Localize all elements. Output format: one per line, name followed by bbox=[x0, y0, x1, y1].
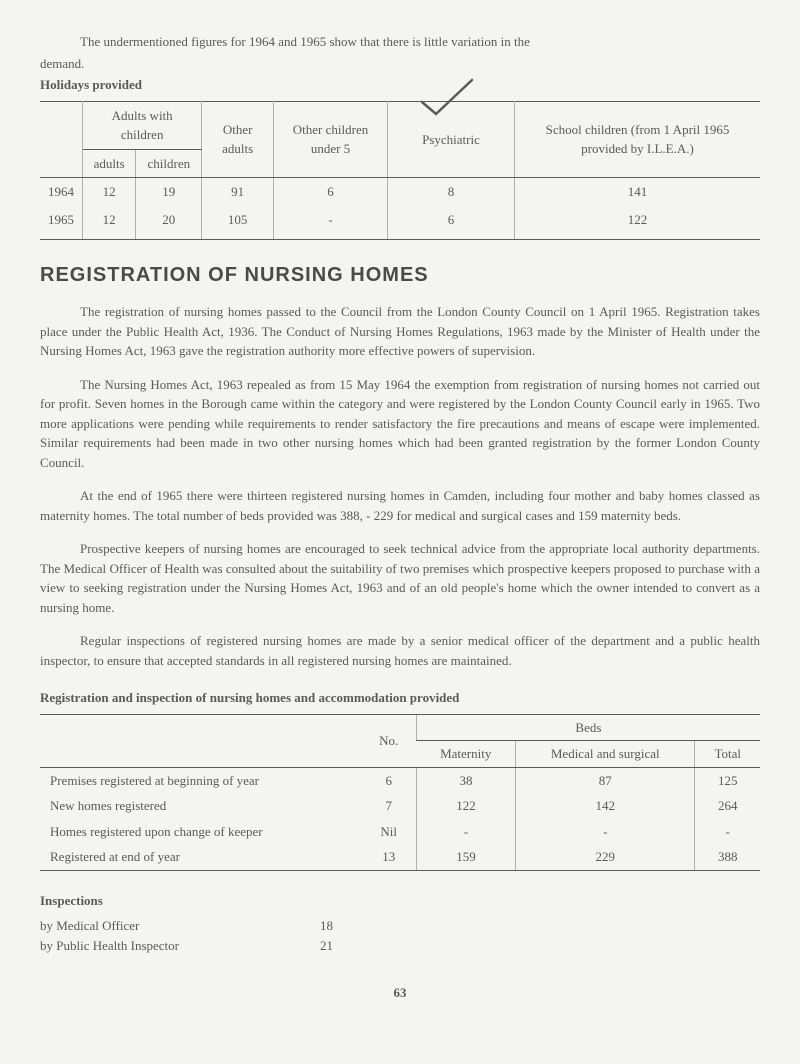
page-number: 63 bbox=[40, 983, 760, 1003]
table-row: Registered at end of year 13 159 229 388 bbox=[40, 844, 760, 870]
cell-total: - bbox=[695, 819, 760, 845]
para: The registration of nursing homes passed… bbox=[40, 302, 760, 361]
inspections-title: Inspections bbox=[40, 891, 760, 911]
th-other-children: Other children under 5 bbox=[274, 101, 388, 178]
inspection-row: by Medical Officer 18 bbox=[40, 916, 760, 936]
inspection-label: by Medical Officer bbox=[40, 916, 320, 936]
row-label: Registered at end of year bbox=[40, 844, 362, 870]
cell-total: 388 bbox=[695, 844, 760, 870]
inspection-value: 21 bbox=[320, 936, 333, 956]
th-maternity: Maternity bbox=[416, 741, 515, 768]
holidays-table: Adults with children Other adults Other … bbox=[40, 101, 760, 241]
para: Prospective keepers of nursing homes are… bbox=[40, 539, 760, 617]
cell-medical: 87 bbox=[516, 767, 695, 793]
cell-other-adults: 91 bbox=[202, 178, 274, 206]
th-medical: Medical and surgical bbox=[516, 741, 695, 768]
para: At the end of 1965 there were thirteen r… bbox=[40, 486, 760, 525]
th-beds: Beds bbox=[416, 714, 760, 741]
th-adults-children: Adults with children bbox=[83, 101, 202, 149]
row-label: Homes registered upon change of keeper bbox=[40, 819, 362, 845]
th-total: Total bbox=[695, 741, 760, 768]
table-row: Premises registered at beginning of year… bbox=[40, 767, 760, 793]
cell-no: 13 bbox=[362, 844, 417, 870]
table-row: 1964 12 19 91 6 8 141 bbox=[40, 178, 760, 206]
cell-no: Nil bbox=[362, 819, 417, 845]
cell-other-children: - bbox=[274, 206, 388, 234]
th-psychiatric-label: Psychiatric bbox=[422, 132, 480, 147]
th-no: No. bbox=[362, 714, 417, 767]
para: Regular inspections of registered nursin… bbox=[40, 631, 760, 670]
intro-line: The undermentioned figures for 1964 and … bbox=[40, 32, 760, 52]
cell-maternity: 159 bbox=[416, 844, 515, 870]
table-row: 1965 12 20 105 - 6 122 bbox=[40, 206, 760, 234]
inspection-value: 18 bbox=[320, 916, 333, 936]
cell-total: 264 bbox=[695, 793, 760, 819]
cell-psychiatric: 8 bbox=[387, 178, 514, 206]
cell-year: 1964 bbox=[40, 178, 83, 206]
cell-adults: 12 bbox=[83, 206, 136, 234]
cell-medical: - bbox=[516, 819, 695, 845]
table-row: Homes registered upon change of keeper N… bbox=[40, 819, 760, 845]
cell-medical: 142 bbox=[516, 793, 695, 819]
cell-no: 6 bbox=[362, 767, 417, 793]
cell-other-adults: 105 bbox=[202, 206, 274, 234]
inspection-label: by Public Health Inspector bbox=[40, 936, 320, 956]
inspection-row: by Public Health Inspector 21 bbox=[40, 936, 760, 956]
th-psychiatric: Psychiatric bbox=[387, 101, 514, 178]
cell-total: 125 bbox=[695, 767, 760, 793]
th-sub-children: children bbox=[136, 149, 202, 178]
cell-maternity: 122 bbox=[416, 793, 515, 819]
section-heading: REGISTRATION OF NURSING HOMES bbox=[40, 260, 760, 290]
cell-maternity: - bbox=[416, 819, 515, 845]
cell-medical: 229 bbox=[516, 844, 695, 870]
cell-maternity: 38 bbox=[416, 767, 515, 793]
cell-adults: 12 bbox=[83, 178, 136, 206]
holidays-subtitle: Holidays provided bbox=[40, 75, 760, 95]
cell-year: 1965 bbox=[40, 206, 83, 234]
inspections-section: Inspections by Medical Officer 18 by Pub… bbox=[40, 891, 760, 956]
cell-children: 19 bbox=[136, 178, 202, 206]
row-label: Premises registered at beginning of year bbox=[40, 767, 362, 793]
th-sub-adults: adults bbox=[83, 149, 136, 178]
registration-table: No. Beds Maternity Medical and surgical … bbox=[40, 714, 760, 871]
cell-school: 141 bbox=[514, 178, 760, 206]
cell-children: 20 bbox=[136, 206, 202, 234]
th-other-adults: Other adults bbox=[202, 101, 274, 178]
th-school: School children (from 1 April 1965 provi… bbox=[514, 101, 760, 178]
cell-psychiatric: 6 bbox=[387, 206, 514, 234]
cell-school: 122 bbox=[514, 206, 760, 234]
table-row: New homes registered 7 122 142 264 bbox=[40, 793, 760, 819]
table2-title: Registration and inspection of nursing h… bbox=[40, 688, 760, 708]
row-label: New homes registered bbox=[40, 793, 362, 819]
cell-other-children: 6 bbox=[274, 178, 388, 206]
para: The Nursing Homes Act, 1963 repealed as … bbox=[40, 375, 760, 473]
intro-demand: demand. bbox=[40, 54, 760, 74]
cell-no: 7 bbox=[362, 793, 417, 819]
